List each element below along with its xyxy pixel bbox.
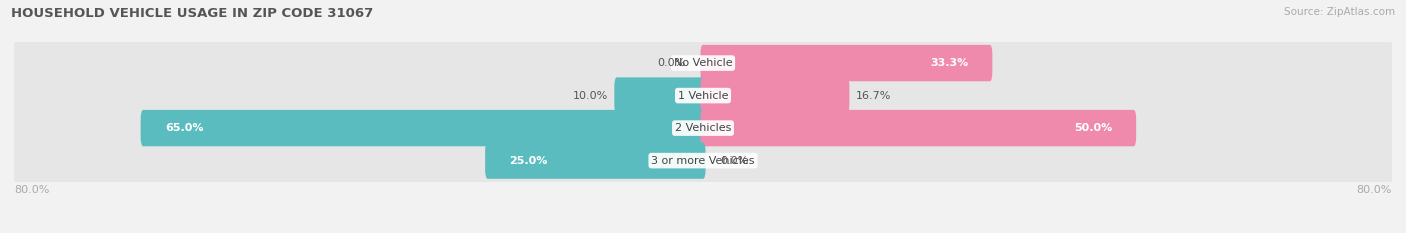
Text: 65.0%: 65.0% <box>165 123 204 133</box>
Text: HOUSEHOLD VEHICLE USAGE IN ZIP CODE 31067: HOUSEHOLD VEHICLE USAGE IN ZIP CODE 3106… <box>11 7 374 20</box>
Text: 16.7%: 16.7% <box>855 91 891 101</box>
FancyBboxPatch shape <box>700 110 1136 146</box>
Text: 80.0%: 80.0% <box>1357 185 1392 195</box>
FancyBboxPatch shape <box>14 130 1392 191</box>
FancyBboxPatch shape <box>14 98 1392 159</box>
FancyBboxPatch shape <box>700 77 849 114</box>
Text: 80.0%: 80.0% <box>14 185 49 195</box>
Text: 33.3%: 33.3% <box>929 58 969 68</box>
Text: 50.0%: 50.0% <box>1074 123 1112 133</box>
Text: 2 Vehicles: 2 Vehicles <box>675 123 731 133</box>
FancyBboxPatch shape <box>14 65 1392 126</box>
Text: 3 or more Vehicles: 3 or more Vehicles <box>651 156 755 166</box>
Text: 1 Vehicle: 1 Vehicle <box>678 91 728 101</box>
FancyBboxPatch shape <box>14 33 1392 94</box>
FancyBboxPatch shape <box>141 110 706 146</box>
FancyBboxPatch shape <box>485 142 706 179</box>
Text: 0.0%: 0.0% <box>720 156 748 166</box>
FancyBboxPatch shape <box>614 77 706 114</box>
Text: 10.0%: 10.0% <box>574 91 609 101</box>
Text: Source: ZipAtlas.com: Source: ZipAtlas.com <box>1284 7 1395 17</box>
FancyBboxPatch shape <box>700 45 993 81</box>
Text: No Vehicle: No Vehicle <box>673 58 733 68</box>
Text: 0.0%: 0.0% <box>658 58 686 68</box>
Text: 25.0%: 25.0% <box>509 156 547 166</box>
